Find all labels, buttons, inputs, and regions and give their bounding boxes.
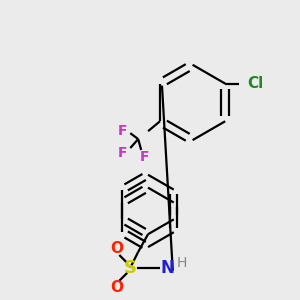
Text: F: F: [140, 150, 149, 164]
Text: F: F: [118, 124, 127, 138]
Text: S: S: [124, 259, 137, 277]
Text: F: F: [118, 146, 127, 160]
Text: O: O: [110, 280, 123, 295]
Text: N: N: [161, 259, 175, 277]
Text: H: H: [176, 256, 187, 270]
Text: Cl: Cl: [247, 76, 263, 91]
Text: O: O: [110, 241, 123, 256]
